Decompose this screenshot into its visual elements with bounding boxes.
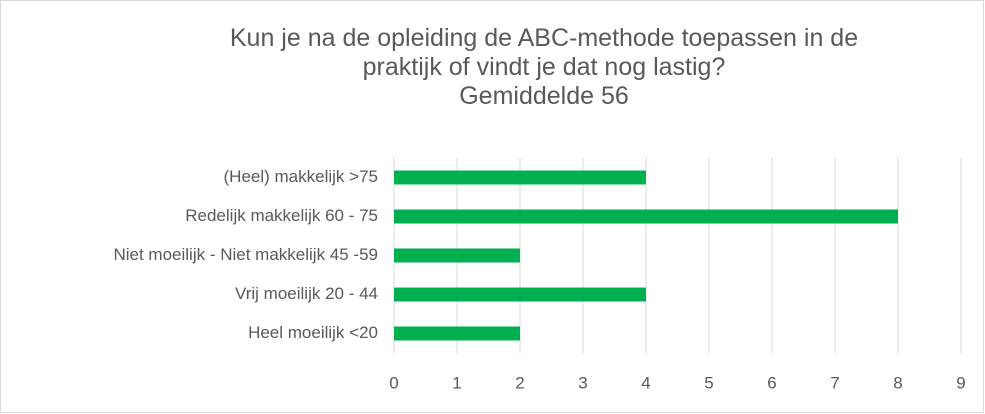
x-tick-label: 9: [956, 373, 965, 392]
x-tick-label: 7: [830, 373, 839, 392]
x-tick-label: 2: [515, 373, 524, 392]
x-tick-label: 4: [641, 373, 650, 392]
y-tick-label: Redelijk makkelijk 60 - 75: [185, 206, 378, 225]
x-tick-label: 5: [704, 373, 713, 392]
bar: [394, 248, 520, 263]
x-tick-label: 0: [389, 373, 398, 392]
y-tick-label: Vrij moeilijk 20 - 44: [235, 284, 378, 303]
chart-subtitle: Gemiddelde 56: [459, 82, 629, 110]
x-tick-label: 8: [893, 373, 902, 392]
chart-title-block: Kun je na de opleiding de ABC-methode to…: [214, 24, 874, 111]
chart-title: Kun je na de opleiding de ABC-methode to…: [229, 24, 859, 81]
bar: [394, 209, 898, 224]
x-tick-label: 3: [578, 373, 587, 392]
y-tick-label: Heel moeilijk <20: [248, 323, 378, 342]
y-tick-label: (Heel) makkelijk >75: [224, 167, 378, 186]
bar: [394, 287, 646, 302]
bar: [394, 326, 520, 341]
y-tick-label: Niet moeilijk - Niet makkelijk 45 -59: [113, 245, 378, 264]
x-tick-label: 1: [452, 373, 461, 392]
bar: [394, 170, 646, 185]
x-tick-label: 6: [767, 373, 776, 392]
